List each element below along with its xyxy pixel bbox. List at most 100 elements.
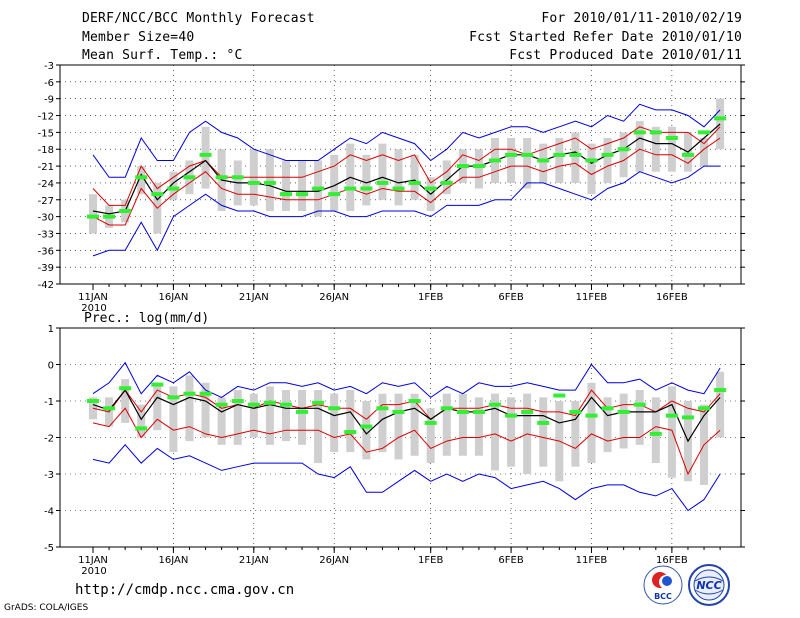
spread-box [137,166,146,195]
spread-box [330,393,339,453]
spread-box [716,371,725,438]
spread-box [442,393,451,456]
spread-box [410,393,419,456]
year-label: 2010 [81,566,106,577]
observed-marker [328,406,341,411]
x-tick-label: 21JAN [239,292,269,303]
spread-box [410,154,419,200]
observed-marker [472,164,485,169]
y-tick-label: -30 [38,213,54,224]
observed-marker [489,158,501,163]
observed-marker [489,402,501,407]
spread-box [442,160,451,195]
bcc-logo: BCC [643,565,683,605]
observed-marker [569,152,582,157]
spread-box [233,390,242,445]
y-tick-label: -36 [38,246,54,257]
spread-box [265,149,274,211]
observed-marker [376,406,389,411]
y-tick-label: 0 [48,361,54,372]
y-tick-label: -2 [44,434,54,445]
y-tick-label: -1 [44,397,54,408]
spread-box [667,386,676,478]
observed-marker [87,399,99,403]
spread-box [394,149,403,206]
observed-marker [296,409,309,414]
website-link[interactable]: http://cmdp.ncc.cma.gov.cn [75,582,295,598]
observed-marker [376,180,389,185]
observed-marker [521,152,534,157]
observed-marker [505,152,518,157]
y-tick-label: -39 [38,263,54,274]
y-tick-label: -33 [38,229,54,240]
spread-box [491,393,499,471]
observed-marker [151,192,164,197]
spread-box [571,401,580,467]
observed-marker [553,152,566,157]
observed-marker [537,420,550,425]
observed-marker [344,430,357,435]
spread-box [539,143,548,183]
observed-marker [183,391,196,396]
x-tick-label: 1FEB [418,555,443,566]
observed-marker [617,409,630,414]
member-size: Member Size=40 [82,30,195,45]
observed-marker [665,136,678,140]
upper-spread-line [92,126,721,206]
observed-marker [665,413,678,418]
observed-marker [135,175,148,180]
spread-box [587,143,596,195]
observed-marker [344,186,357,191]
observed-marker [263,400,276,405]
spread-box [330,154,339,211]
spread-box [474,397,483,456]
observed-marker [472,409,485,414]
precipitation-panel: -5 -4 -3 -2 -1 0 1 11JAN 16JAN 21JAN 26JAN 1FEB 6FEB… [44,324,745,577]
temperature-panel: -42 -39 -36 -33 -30 -27 -24 -21 -18 -15 -12 -9 -6 -3 1… [38,61,745,314]
spread-box [298,160,307,211]
y-tick-label: -21 [38,162,54,173]
observed-marker [408,399,421,403]
observed-marker [698,130,711,135]
x-tick-label: 16FEB [656,555,688,566]
observed-marker [167,186,180,191]
spread-box [121,379,130,423]
spread-box [249,393,258,438]
spread-box [635,121,644,172]
spread-box [185,375,194,442]
x-tick-label: 16JAN [158,555,188,566]
spread-box [201,126,210,189]
observed-marker [199,391,212,396]
observed-marker [456,164,469,169]
observed-marker [681,152,694,157]
observed-marker [103,406,116,411]
observed-marker [714,388,727,393]
spread-box [426,408,435,464]
x-tick-label: 11JAN [78,555,108,566]
grads-credit: GrADS: COLA/IGES [4,603,89,613]
ensemble-mean-line [92,123,721,215]
spread-box [667,126,676,172]
y-tick-label: -6 [44,78,54,89]
max-envelope-line [92,103,721,178]
spread-box [298,390,307,445]
observed-marker [505,413,518,418]
observed-marker [633,130,646,135]
x-tick-label: 16JAN [158,292,188,303]
y-tick-label: -15 [38,128,54,139]
observed-marker [585,413,598,418]
forecast-period: For 2010/01/11-2010/02/19 [541,11,742,26]
chart-title: DERF/NCC/BCC Monthly Forecast [82,11,315,26]
observed-marker [649,130,662,135]
observed-marker [521,409,534,414]
observed-marker [408,180,421,185]
observed-marker [312,400,325,405]
spread-box [362,401,371,460]
spread-box [700,138,709,167]
x-tick-label: 26JAN [319,555,349,566]
min-envelope-line [92,444,721,512]
observed-marker [279,192,292,197]
observed-marker [537,158,550,163]
x-tick-label: 16FEB [656,292,688,303]
